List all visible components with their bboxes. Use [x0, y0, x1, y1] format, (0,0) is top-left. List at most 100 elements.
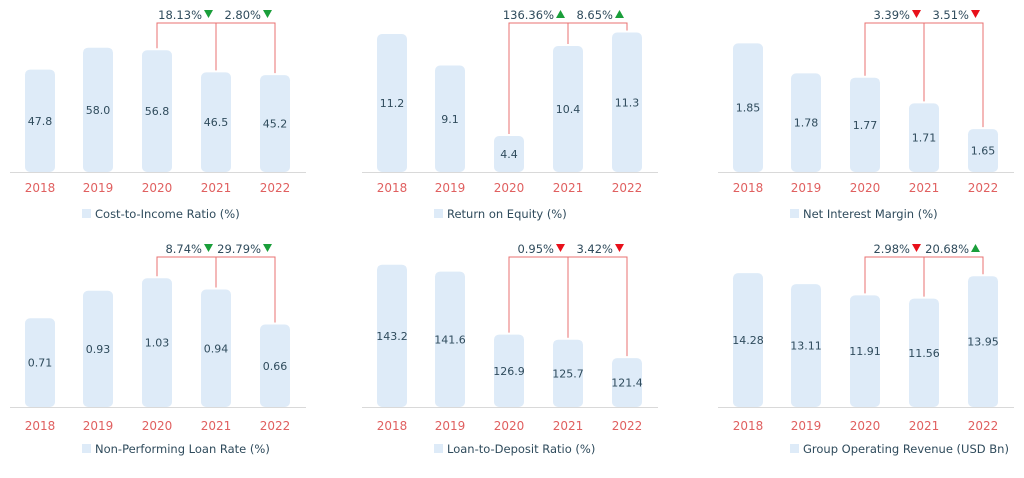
bar — [850, 295, 880, 407]
change-label: 0.95% — [517, 242, 554, 256]
x-tick-label: 2022 — [260, 419, 291, 433]
x-tick-label: 2018 — [733, 419, 764, 433]
x-tick-label: 2022 — [260, 181, 291, 195]
data-label: 126.9 — [493, 365, 525, 378]
bar — [25, 69, 55, 172]
bar — [553, 339, 583, 407]
x-tick-label: 2019 — [83, 181, 114, 195]
data-label: 125.7 — [552, 367, 584, 380]
change-label: 136.36% — [503, 8, 554, 22]
data-label: 11.91 — [849, 345, 881, 358]
triangle-down-icon — [263, 10, 272, 18]
data-label: 121.4 — [611, 377, 643, 390]
change-label: 8.74% — [165, 242, 202, 256]
triangle-up-icon — [971, 244, 980, 252]
x-tick-label: 2020 — [494, 181, 525, 195]
data-label: 1.85 — [736, 102, 761, 115]
legend-label: Net Interest Margin (%) — [803, 207, 938, 221]
change-bracket — [156, 22, 276, 74]
bar — [494, 136, 524, 172]
chart-group-operating-revenue-usd-bn: 14.28 2018 13.11 2019 11.91 2020 11.56 2021 13.9… — [718, 242, 1014, 456]
x-tick-label: 2022 — [968, 419, 999, 433]
x-tick-label: 2019 — [435, 181, 466, 195]
bar — [25, 318, 55, 407]
x-tick-label: 2021 — [201, 419, 232, 433]
legend-swatch — [434, 209, 443, 218]
legend-swatch — [790, 444, 799, 453]
bar — [142, 278, 172, 407]
x-tick-label: 2022 — [612, 181, 643, 195]
data-label: 9.1 — [441, 113, 459, 126]
data-label: 4.4 — [500, 148, 518, 161]
bar — [612, 358, 642, 407]
bar — [142, 50, 172, 172]
legend-label: Loan-to-Deposit Ratio (%) — [447, 442, 595, 456]
data-label: 0.93 — [86, 343, 111, 356]
chart-net-interest-margin: 1.85 2018 1.78 2019 1.77 2020 1.71 2021 1.65 2022… — [718, 8, 1014, 221]
bar — [83, 47, 113, 172]
x-tick-label: 2020 — [850, 181, 881, 195]
x-tick-label: 2018 — [377, 419, 408, 433]
data-label: 11.2 — [380, 97, 405, 110]
triangle-down-icon — [912, 244, 921, 252]
x-tick-label: 2020 — [494, 419, 525, 433]
data-label: 11.3 — [615, 96, 640, 109]
change-label: 2.80% — [224, 8, 261, 22]
bar — [909, 298, 939, 407]
data-label: 13.11 — [790, 340, 822, 353]
change-bracket — [508, 256, 628, 357]
change-label: 3.42% — [576, 242, 613, 256]
x-tick-label: 2020 — [142, 181, 173, 195]
data-label: 11.56 — [908, 347, 940, 360]
bar — [909, 103, 939, 172]
legend-swatch — [434, 444, 443, 453]
change-label: 20.68% — [925, 242, 969, 256]
legend-swatch — [82, 444, 91, 453]
bar — [83, 290, 113, 407]
bar — [201, 289, 231, 407]
x-tick-label: 2020 — [142, 419, 173, 433]
bar — [435, 271, 465, 407]
x-tick-label: 2020 — [850, 419, 881, 433]
data-label: 0.71 — [28, 357, 53, 370]
change-label: 3.39% — [873, 8, 910, 22]
bar — [201, 72, 231, 172]
bar — [260, 75, 290, 172]
bar — [791, 284, 821, 407]
x-tick-label: 2022 — [612, 419, 643, 433]
change-label: 3.51% — [932, 8, 969, 22]
legend-label: Non-Performing Loan Rate (%) — [95, 442, 270, 456]
x-tick-label: 2021 — [201, 181, 232, 195]
data-label: 47.8 — [28, 115, 53, 128]
data-label: 46.5 — [204, 116, 229, 129]
data-label: 1.77 — [853, 119, 878, 132]
x-tick-label: 2021 — [909, 419, 940, 433]
bar — [377, 264, 407, 407]
data-label: 0.66 — [263, 360, 288, 373]
legend-label: Cost-to-Income Ratio (%) — [95, 207, 240, 221]
bar — [612, 32, 642, 172]
x-tick-label: 2019 — [435, 419, 466, 433]
change-bracket — [508, 22, 628, 134]
triangle-down-icon — [971, 10, 980, 18]
x-tick-label: 2019 — [83, 419, 114, 433]
legend-swatch — [790, 209, 799, 218]
legend-label: Group Operating Revenue (USD Bn) — [803, 442, 1009, 456]
legend-label: Return on Equity (%) — [447, 207, 567, 221]
data-label: 45.2 — [263, 118, 288, 131]
x-tick-label: 2021 — [909, 181, 940, 195]
bar — [850, 77, 880, 172]
data-label: 14.28 — [732, 334, 764, 347]
change-label: 18.13% — [158, 8, 202, 22]
bar — [733, 43, 763, 172]
bar — [377, 34, 407, 172]
change-bracket — [156, 256, 276, 323]
x-tick-label: 2019 — [791, 181, 822, 195]
data-label: 10.4 — [556, 103, 581, 116]
bar — [494, 334, 524, 407]
data-label: 0.94 — [204, 342, 229, 355]
chart-non-performing-loan-rate: 0.71 2018 0.93 2019 1.03 2020 0.94 2021 0.66 2022… — [10, 242, 306, 456]
triangle-down-icon — [204, 10, 213, 18]
legend-swatch — [82, 209, 91, 218]
